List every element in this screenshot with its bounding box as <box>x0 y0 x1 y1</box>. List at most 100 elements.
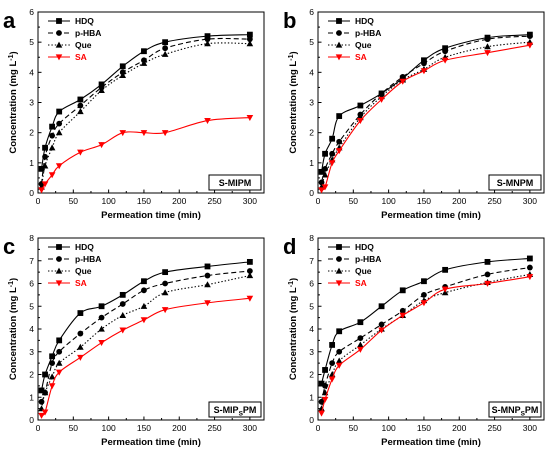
data-point <box>77 149 84 156</box>
data-point <box>318 410 325 417</box>
legend-marker <box>55 280 63 287</box>
series-line <box>320 35 530 183</box>
y-axis-title: Concentration (mg L-1) <box>8 51 19 153</box>
y-tick-label: 6 <box>29 279 34 289</box>
y-axis-title-end: ) <box>8 278 19 281</box>
legend-marker <box>55 267 63 274</box>
data-point <box>321 396 329 403</box>
data-point <box>204 118 211 124</box>
y-tick-label: 2 <box>309 128 314 138</box>
data-point <box>162 280 169 287</box>
y-axis-title-superscript: -1 <box>288 281 295 287</box>
y-axis-title-superscript: -1 <box>8 281 15 287</box>
sample-tag: S-MNPM <box>497 178 534 188</box>
y-axis-title-main: Concentration (mg L <box>288 287 299 380</box>
data-point <box>329 342 336 348</box>
sample-tag-box <box>488 401 542 418</box>
y-tick-label: 4 <box>29 67 34 77</box>
data-point <box>140 130 148 137</box>
series-sa <box>318 42 534 194</box>
y-tick-label: 1 <box>309 158 314 168</box>
data-point <box>140 302 148 309</box>
y-tick-label: 4 <box>309 67 314 77</box>
series-line <box>40 275 250 409</box>
data-point <box>204 33 211 40</box>
legend-marker <box>55 54 63 61</box>
series-p-hba <box>38 268 253 405</box>
panel-letter: a <box>3 8 16 33</box>
x-tick-label: 200 <box>452 196 466 206</box>
legend-marker <box>335 41 343 48</box>
data-point <box>484 36 491 43</box>
legend-label: p-HBA <box>355 28 381 38</box>
data-point <box>77 354 84 361</box>
legend-label: SA <box>355 52 367 62</box>
sample-tag-box <box>208 401 262 418</box>
data-point <box>322 367 328 373</box>
data-point <box>42 144 48 151</box>
legend: HDQ p-HBA Que SA <box>328 242 381 288</box>
data-point <box>399 307 406 314</box>
data-point <box>246 295 254 302</box>
data-point <box>441 57 449 64</box>
data-point <box>335 148 343 155</box>
x-tick-label: 300 <box>243 196 257 206</box>
x-tick-label: 150 <box>417 196 431 206</box>
legend-marker <box>336 30 342 36</box>
legend-marker <box>335 54 343 61</box>
data-point <box>246 36 253 43</box>
legend-marker <box>55 41 63 48</box>
data-point <box>56 108 63 115</box>
data-point <box>246 272 254 279</box>
y-axis-title-superscript: -1 <box>288 54 295 60</box>
y-axis-title: Concentration (mg L-1) <box>288 51 299 153</box>
data-point <box>38 398 45 405</box>
legend: HDQ p-HBA Que SA <box>48 16 101 62</box>
data-point <box>161 307 169 314</box>
data-point <box>140 317 148 324</box>
data-point <box>335 362 343 369</box>
data-point <box>421 278 427 285</box>
x-tick-label: 50 <box>69 196 79 206</box>
data-point <box>484 280 491 287</box>
legend-marker <box>335 280 343 287</box>
data-point <box>55 369 63 376</box>
y-axis-title-end: ) <box>288 51 299 54</box>
data-point <box>421 57 427 64</box>
data-point <box>119 301 126 307</box>
y-tick-label: 3 <box>29 98 34 108</box>
y-tick-label: 2 <box>309 370 314 380</box>
x-tick-label: 50 <box>349 196 359 206</box>
x-tick-label: 250 <box>207 196 221 206</box>
chart-panel-a: 0 50 100 150 200 250 300 0 1 2 3 4 5 6 Permeation time… <box>3 7 265 221</box>
x-tick-label: 150 <box>417 423 431 433</box>
data-point <box>141 287 147 294</box>
x-tick-label: 100 <box>102 423 116 433</box>
sample-tag-main: S-MIP <box>214 405 239 415</box>
panel-letter: b <box>283 8 296 33</box>
data-point <box>77 310 84 316</box>
data-point <box>42 153 48 160</box>
y-tick-label: 7 <box>29 256 34 266</box>
data-point <box>357 346 364 353</box>
data-point <box>98 340 105 347</box>
data-point <box>98 81 105 88</box>
data-point <box>420 68 428 75</box>
legend-label: HDQ <box>355 242 374 252</box>
data-point <box>329 135 336 142</box>
data-point <box>322 150 328 157</box>
data-point <box>48 373 56 380</box>
data-point <box>98 142 105 149</box>
series-p-hba <box>38 36 253 187</box>
plot-frame <box>317 237 545 421</box>
plot-frame <box>37 237 265 421</box>
data-point <box>318 405 325 412</box>
x-tick-label: 0 <box>36 423 41 433</box>
data-point <box>41 389 49 396</box>
x-tick-label: 100 <box>382 196 396 206</box>
data-point <box>42 371 48 378</box>
panel-letter: c <box>3 234 15 259</box>
y-axis-title-main: Concentration (mg L <box>8 287 19 380</box>
data-point <box>421 291 427 298</box>
